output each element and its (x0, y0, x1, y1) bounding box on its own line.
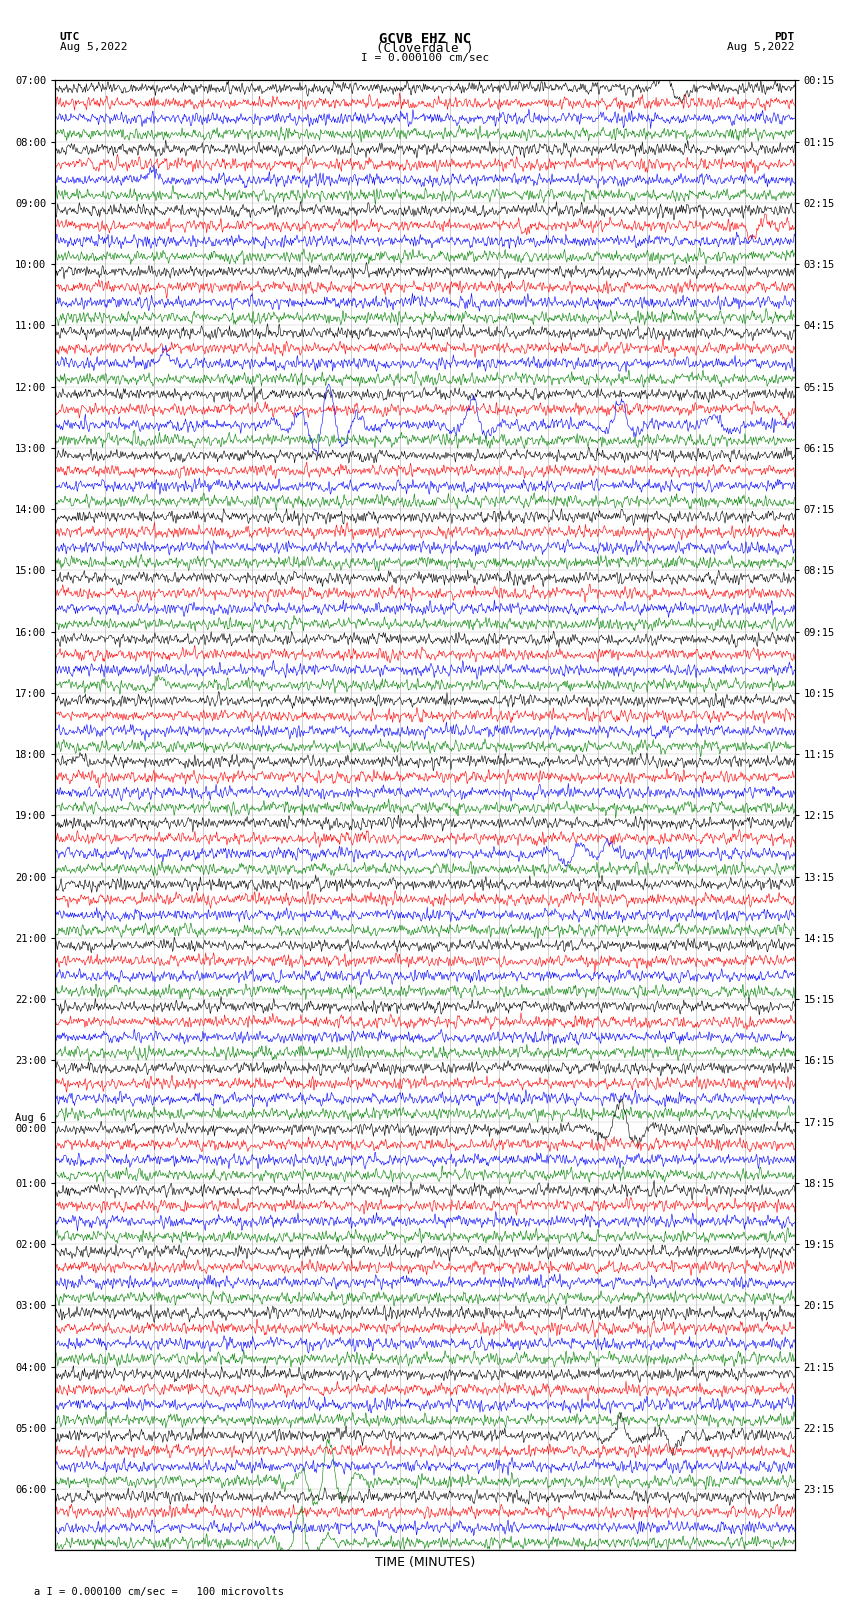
Text: Aug 5,2022: Aug 5,2022 (60, 42, 127, 52)
Text: (Cloverdale ): (Cloverdale ) (377, 42, 473, 55)
Text: a I = 0.000100 cm/sec =   100 microvolts: a I = 0.000100 cm/sec = 100 microvolts (34, 1587, 284, 1597)
X-axis label: TIME (MINUTES): TIME (MINUTES) (375, 1557, 475, 1569)
Text: UTC: UTC (60, 32, 80, 42)
Text: PDT: PDT (774, 32, 795, 42)
Text: I = 0.000100 cm/sec: I = 0.000100 cm/sec (361, 53, 489, 63)
Text: Aug 5,2022: Aug 5,2022 (728, 42, 795, 52)
Text: GCVB EHZ NC: GCVB EHZ NC (379, 32, 471, 47)
